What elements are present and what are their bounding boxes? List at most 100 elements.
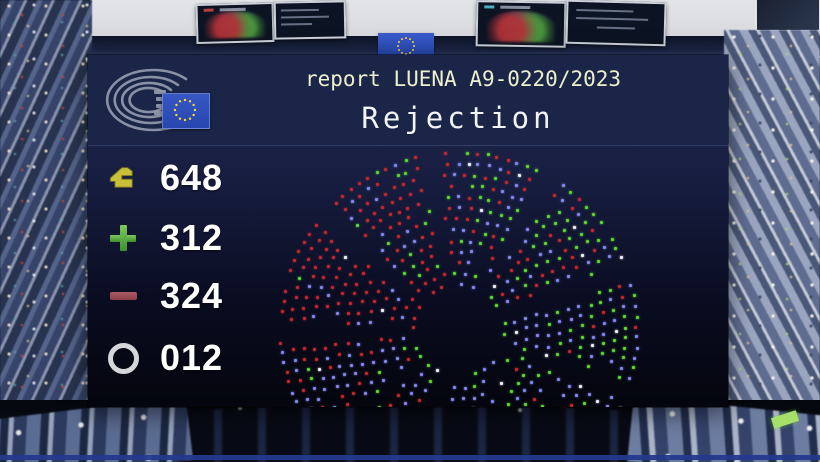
seat-dot <box>515 162 519 166</box>
seat-dot <box>622 356 626 360</box>
seat-dot <box>555 311 559 315</box>
seat-dot <box>488 211 492 215</box>
seat-dot <box>561 265 565 269</box>
seat-dot <box>558 342 562 346</box>
seat-dot <box>481 393 485 397</box>
seat-dot <box>431 291 435 295</box>
seat-dot <box>612 339 616 343</box>
seat-dot <box>553 194 557 198</box>
seat-dot <box>568 339 572 343</box>
seat-dot <box>562 228 566 232</box>
seat-dot <box>318 368 322 372</box>
seat-dot <box>423 388 427 392</box>
seat-dot <box>358 208 362 212</box>
seat-dot <box>568 349 572 353</box>
seat-dot <box>390 201 394 205</box>
seat-dot <box>620 366 624 370</box>
seat-dot <box>526 228 530 232</box>
seat-dot <box>368 280 372 284</box>
seat-dot <box>524 403 528 407</box>
seat-dot <box>471 184 475 188</box>
seat-dot <box>323 346 327 350</box>
seat-dot <box>449 240 453 244</box>
seat-dot <box>512 321 516 325</box>
screen-text-line <box>281 8 319 12</box>
seat-dot <box>369 310 373 314</box>
seat-dot <box>503 332 507 336</box>
seat-dot <box>556 352 560 356</box>
seat-dot <box>528 293 532 297</box>
seat-dot <box>526 257 530 261</box>
seat-dot <box>538 388 542 392</box>
seat-dot <box>476 162 480 166</box>
seat-dot <box>354 264 358 268</box>
seat-dot <box>587 261 590 265</box>
seat-dot <box>358 182 362 186</box>
seat-dot <box>533 398 537 402</box>
seat-dot <box>343 256 347 260</box>
plus-icon <box>109 224 137 252</box>
seat-dot <box>396 394 400 398</box>
seat-dot <box>331 286 335 290</box>
seat-dot <box>525 326 529 330</box>
seat-dot <box>348 302 352 306</box>
seat-dot <box>298 378 302 382</box>
seat-dot <box>483 232 487 236</box>
seat-dot <box>298 277 302 281</box>
seat-dot <box>427 210 431 214</box>
seat-dot <box>608 288 612 292</box>
seat-dot <box>326 265 330 269</box>
seat-dot <box>375 171 379 175</box>
seat-dot <box>568 190 572 194</box>
seat-dot <box>446 196 450 199</box>
seat-dot <box>516 296 520 300</box>
seat-dot <box>568 329 572 333</box>
seat-dot <box>612 319 616 323</box>
seat-dot <box>448 207 452 211</box>
seat-dot <box>499 381 503 385</box>
seat-dot <box>290 391 294 395</box>
seat-dot <box>632 294 636 298</box>
seat-dot <box>308 285 312 289</box>
seat-dot <box>603 322 607 326</box>
seat-dot <box>376 183 380 187</box>
seat-dot <box>523 283 527 287</box>
seat-dot <box>377 370 381 374</box>
seat-dot <box>377 406 381 407</box>
seat-dot <box>515 276 519 280</box>
seat-dot <box>545 354 549 358</box>
seat-dot <box>491 234 495 238</box>
wall-screen-text-right <box>565 0 667 47</box>
seat-dot <box>343 373 347 377</box>
votes-for-value: 312 <box>160 217 224 258</box>
seat-dot <box>372 225 376 229</box>
front-row-people <box>90 402 730 422</box>
seat-dot <box>546 280 550 284</box>
seat-dot <box>364 392 368 396</box>
seat-dot <box>606 405 610 407</box>
seat-dot <box>368 320 372 324</box>
seat-dot <box>303 240 307 244</box>
seat-dot <box>529 381 533 385</box>
seat-dot <box>465 218 469 222</box>
seat-dot <box>576 212 580 216</box>
seat-dot <box>413 239 417 243</box>
seat-dot <box>401 383 405 387</box>
seat-dot <box>500 214 504 218</box>
seat-dot <box>291 347 295 351</box>
seat-dot <box>346 321 350 325</box>
minus-icon <box>109 292 137 300</box>
seat-dot <box>495 303 499 307</box>
seat-dot <box>281 309 285 313</box>
seat-dot <box>349 217 353 221</box>
screen-chip <box>500 5 531 10</box>
seat-dot <box>381 249 385 253</box>
seat-dot <box>507 159 511 163</box>
seat-dot <box>452 385 456 389</box>
seat-dot <box>346 312 350 316</box>
seat-dot <box>322 275 326 279</box>
seat-dot <box>302 306 306 310</box>
seat-dot <box>592 336 596 340</box>
eu-flag-banner <box>378 33 434 59</box>
seat-dot <box>452 172 456 176</box>
